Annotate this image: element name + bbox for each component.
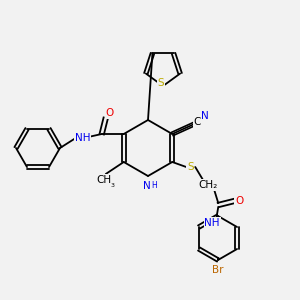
Text: N: N [143,181,151,191]
Text: C: C [194,117,201,127]
Text: 3: 3 [111,183,115,188]
Text: H: H [151,182,157,190]
Text: Br: Br [212,265,224,275]
Text: CH: CH [96,175,111,185]
Text: NH: NH [75,133,91,143]
Text: N: N [201,111,209,121]
Text: O: O [235,196,243,206]
Text: S: S [158,78,164,88]
Text: S: S [187,162,194,172]
Text: O: O [106,108,114,118]
Text: CH₂: CH₂ [199,180,218,190]
Text: NH: NH [205,218,220,228]
